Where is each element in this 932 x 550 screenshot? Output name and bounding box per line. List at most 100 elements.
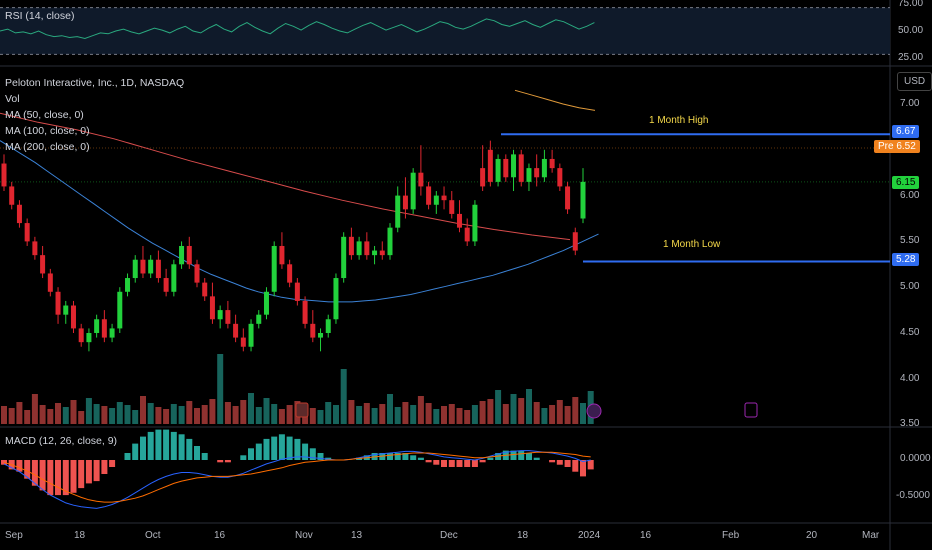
macd-hist-bar xyxy=(302,443,309,460)
candle-body xyxy=(240,337,246,347)
volume-bar xyxy=(541,408,548,424)
macd-hist-bar xyxy=(163,429,170,460)
ma100-label[interactable]: MA (100, close, 0) xyxy=(5,125,90,137)
macd-hist-bar xyxy=(394,453,401,460)
rsi-label[interactable]: RSI (14, close) xyxy=(5,10,75,22)
macd-hist-bar xyxy=(24,460,31,479)
time-tick: 20 xyxy=(806,530,818,541)
macd-hist-bar xyxy=(78,460,85,489)
ma200-label[interactable]: MA (200, close, 0) xyxy=(5,141,90,153)
rsi-tick-75: 75.00 xyxy=(898,0,924,9)
candle-body xyxy=(171,264,177,292)
candle-body xyxy=(487,149,493,182)
month-low-value: 5.28 xyxy=(892,253,920,266)
symbol-title[interactable]: Peloton Interactive, Inc., 1D, NASDAQ xyxy=(5,77,185,89)
currency-button[interactable]: USD xyxy=(897,72,932,91)
candle-body xyxy=(565,186,571,210)
volume-bar xyxy=(24,410,31,424)
candle-body xyxy=(480,168,486,187)
macd-hist-bar xyxy=(549,460,556,463)
candle-body xyxy=(572,232,578,251)
candle-body xyxy=(449,200,455,214)
volume-bar xyxy=(417,396,424,424)
macd-hist-bar xyxy=(140,436,146,460)
macd-hist-bar xyxy=(16,460,23,472)
macd-hist-bar xyxy=(448,460,455,467)
candle-body xyxy=(402,195,408,210)
macd-hist-bar xyxy=(147,431,154,460)
volume-bar xyxy=(201,405,208,424)
candle-body xyxy=(263,291,269,315)
volume-bar xyxy=(456,408,463,424)
rsi-tick-25: 25.00 xyxy=(898,52,924,63)
macd-tick-neg: -0.5000 xyxy=(896,490,930,501)
volume-bar xyxy=(271,404,278,424)
volume-bar xyxy=(109,408,116,424)
candle-body xyxy=(364,241,370,256)
macd-hist-bar xyxy=(31,460,38,486)
candle-body xyxy=(294,282,300,301)
volume-bar xyxy=(510,394,517,424)
ma50-label[interactable]: MA (50, close, 0) xyxy=(5,109,84,121)
volume-bar xyxy=(209,399,216,424)
ma50-line xyxy=(0,140,599,303)
month-low-label: 1 Month Low xyxy=(663,239,721,250)
candle-body xyxy=(410,172,416,210)
month-high-label: 1 Month High xyxy=(649,115,709,126)
macd-hist-bar xyxy=(533,457,540,460)
candle-body xyxy=(248,323,254,347)
candle-body xyxy=(518,154,524,182)
time-tick: 18 xyxy=(517,530,529,541)
macd-hist-bar xyxy=(441,460,447,467)
earnings-marker xyxy=(295,402,309,418)
macd-tick-0: 0.0000 xyxy=(900,453,931,464)
volume-bar xyxy=(333,405,339,424)
time-tick: Nov xyxy=(295,530,313,541)
time-tick: 13 xyxy=(351,530,363,541)
candle-body xyxy=(225,310,231,324)
candle-body xyxy=(155,259,161,279)
volume-bar xyxy=(155,407,162,424)
volume-bar xyxy=(286,405,293,424)
macd-hist-bar xyxy=(124,453,131,460)
volume-bar xyxy=(85,398,92,424)
candle-body xyxy=(325,319,331,333)
macd-hist-bar xyxy=(278,434,285,460)
candle-body xyxy=(395,195,401,228)
volume-bar xyxy=(132,410,139,424)
macd-label[interactable]: MACD (12, 26, close, 9) xyxy=(5,435,118,447)
price-tick: 4.00 xyxy=(900,373,920,384)
pre-label: Pre xyxy=(878,141,894,152)
vol-label[interactable]: Vol xyxy=(5,93,20,105)
candle-body xyxy=(256,314,262,324)
pre-market-tag: Pre 6.52 xyxy=(874,140,920,153)
candle-body xyxy=(379,250,385,256)
macd-hist-bar xyxy=(286,436,293,460)
macd-hist-bar xyxy=(433,460,440,465)
candle-body xyxy=(40,255,46,274)
volume-bar xyxy=(39,405,46,424)
macd-hist-bar xyxy=(155,429,162,460)
macd-hist-bar xyxy=(39,460,46,491)
macd-hist-bar xyxy=(240,455,247,460)
candle-body xyxy=(140,259,146,274)
volume-bar xyxy=(124,405,131,424)
dividend-marker xyxy=(586,403,602,419)
volume-bar xyxy=(379,404,386,424)
volume-bar xyxy=(309,408,316,424)
candle-body xyxy=(9,186,15,205)
candle-body xyxy=(217,310,223,320)
volume-bar xyxy=(425,403,432,424)
time-tick: 16 xyxy=(214,530,226,541)
signal-line xyxy=(3,451,591,503)
time-tick: 2024 xyxy=(578,530,601,541)
volume-bar xyxy=(356,406,363,424)
candle-body xyxy=(233,323,239,338)
price-tick: 4.50 xyxy=(900,327,920,338)
price-tick: 6.00 xyxy=(900,190,920,201)
time-tick: Oct xyxy=(145,530,161,541)
macd-hist-bar xyxy=(417,457,424,460)
candle-body xyxy=(132,259,138,279)
